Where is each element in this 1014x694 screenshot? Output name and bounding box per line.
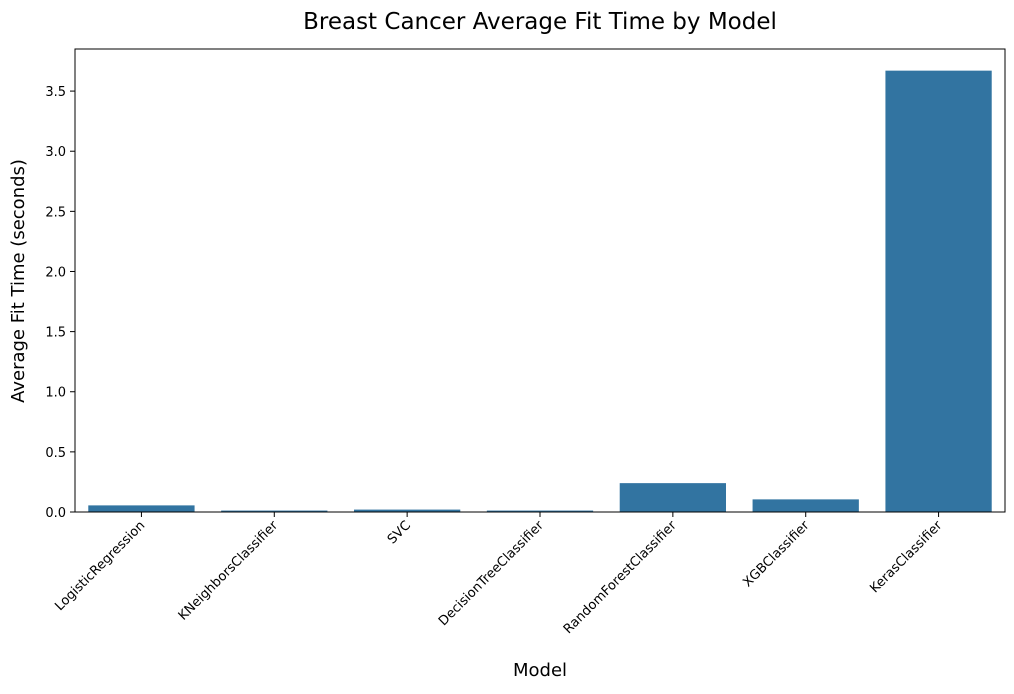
y-tick-label-2.5: 2.5: [45, 205, 66, 220]
bar-RandomForestClassifier: [619, 483, 726, 512]
x-tick-label-DecisionTreeClassifier: DecisionTreeClassifier: [436, 518, 547, 629]
bar-XGBClassifier: [752, 499, 859, 512]
x-tick-label-XGBClassifier: XGBClassifier: [740, 518, 813, 591]
bar-SVC: [354, 509, 461, 512]
y-axis: 0.0 0.5 1.0 1.5 2.0 2.5 3.0 3.5: [45, 85, 75, 521]
bar-KerasClassifier: [885, 70, 992, 512]
bar-LogisticRegression: [88, 505, 195, 512]
x-axis-label: Model: [513, 660, 567, 681]
y-tick-label-1.0: 1.0: [45, 386, 66, 401]
x-axis: LogisticRegression KNeighborsClassifier SV…: [52, 512, 946, 637]
y-tick-label-0.0: 0.0: [45, 506, 66, 521]
y-tick-label-2.0: 2.0: [45, 265, 66, 280]
bar-DecisionTreeClassifier: [486, 510, 594, 512]
bars-group: [88, 70, 992, 512]
plot-frame: [74, 48, 1006, 513]
y-tick-label-3.5: 3.5: [45, 85, 66, 100]
y-axis-label: Average Fit Time (seconds): [8, 159, 29, 403]
x-tick-label-LogisticRegression: LogisticRegression: [52, 518, 148, 614]
bar-KNeighborsClassifier: [221, 510, 328, 512]
chart-title: Breast Cancer Average Fit Time by Model: [303, 9, 777, 35]
y-tick-label-0.5: 0.5: [45, 446, 66, 461]
x-tick-label-KerasClassifier: KerasClassifier: [867, 518, 945, 596]
y-tick-label-3.0: 3.0: [45, 145, 66, 160]
x-tick-label-SVC: SVC: [385, 518, 414, 547]
y-tick-label-1.5: 1.5: [45, 326, 66, 341]
x-tick-label-KNeighborsClassifier: KNeighborsClassifier: [176, 518, 282, 624]
x-tick-label-RandomForestClassifier: RandomForestClassifier: [561, 518, 680, 637]
